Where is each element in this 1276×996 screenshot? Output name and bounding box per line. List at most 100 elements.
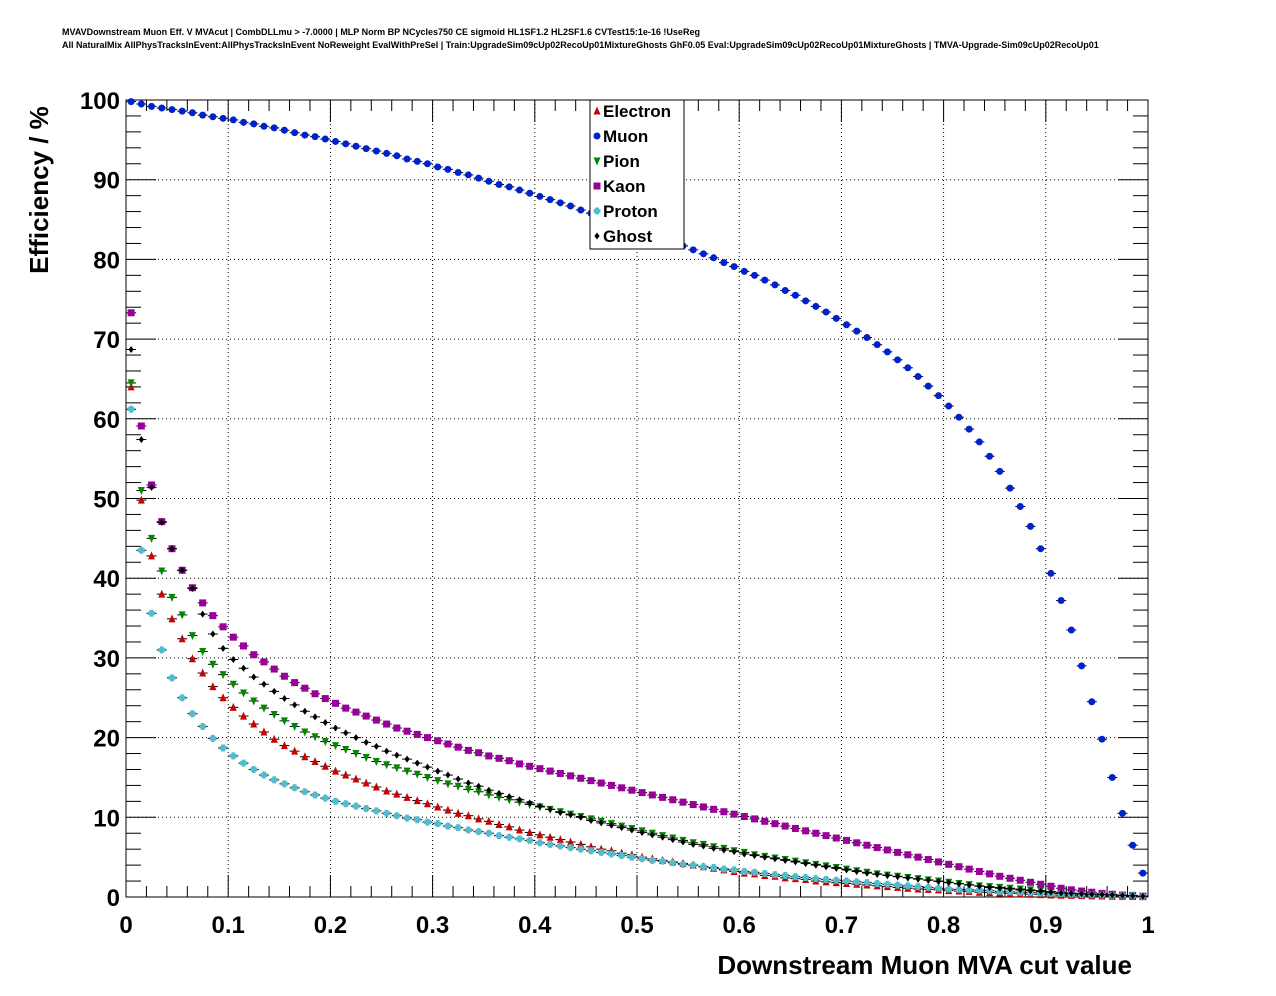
data-point-electron: [332, 766, 340, 775]
data-point-muon: [280, 126, 288, 134]
data-point-ghost: [240, 664, 247, 672]
y-tick-label: 40: [93, 566, 120, 593]
data-point-proton: [914, 883, 922, 891]
data-point-electron: [393, 789, 401, 798]
y-tick-label: 20: [93, 726, 120, 753]
data-point-ghost: [690, 840, 696, 848]
data-point-kaon: [1047, 882, 1055, 890]
data-point-kaon: [280, 672, 288, 680]
data-point-kaon: [383, 720, 391, 728]
data-point-proton: [423, 818, 431, 826]
data-point-muon: [791, 291, 799, 299]
data-point-electron: [536, 830, 544, 839]
data-point-kaon: [526, 762, 534, 770]
data-point-muon: [1006, 484, 1014, 492]
data-point-kaon: [853, 839, 861, 847]
data-point-proton: [689, 861, 697, 869]
data-point-kaon: [975, 867, 983, 875]
data-point-kaon: [332, 699, 340, 707]
legend-label-ghost: Ghost: [603, 227, 652, 246]
data-point-ghost: [179, 566, 185, 574]
data-point-kaon: [219, 623, 227, 631]
data-point-pion: [219, 671, 227, 680]
data-point-kaon: [720, 808, 728, 816]
data-point-muon: [924, 382, 932, 390]
data-point-pion: [434, 777, 442, 786]
data-point-muon: [301, 131, 309, 139]
data-point-muon: [1108, 773, 1116, 781]
data-point-muon: [526, 189, 534, 197]
data-point-ghost: [516, 796, 523, 804]
data-point-proton: [168, 674, 176, 682]
data-point-kaon: [311, 690, 319, 698]
data-point-ghost: [588, 816, 594, 824]
data-point-ghost: [251, 673, 257, 681]
header-line-2: All NaturalMix AllPhysTracksInEvent:AllP…: [62, 40, 1099, 50]
data-point-proton: [505, 833, 513, 841]
data-point-ghost: [496, 789, 502, 797]
legend-marker-muon: [593, 132, 601, 140]
legend-marker-electron: [593, 106, 601, 115]
data-point-muon: [403, 155, 411, 163]
data-point-kaon: [209, 612, 217, 620]
data-point-proton: [965, 886, 973, 894]
data-point-ghost: [598, 819, 604, 827]
data-point-pion: [495, 793, 503, 802]
data-point-kaon: [894, 848, 902, 856]
data-point-ghost: [1058, 889, 1064, 897]
data-point-ghost: [1130, 892, 1136, 900]
data-point-electron: [311, 757, 319, 766]
data-point-ghost: [843, 866, 850, 874]
y-tick-label: 80: [93, 247, 120, 274]
data-point-ghost: [915, 875, 921, 883]
legend: Electron Muon Pion Kaon Proton Ghost: [589, 99, 685, 250]
legend-label-kaon: Kaon: [603, 177, 646, 196]
data-point-muon: [955, 413, 963, 421]
data-point-kaon: [199, 599, 207, 607]
legend-label-electron: Electron: [603, 102, 671, 121]
data-point-kaon: [536, 765, 544, 773]
data-point-pion: [423, 773, 431, 782]
data-point-ghost: [445, 771, 451, 779]
legend-box: [589, 99, 685, 250]
data-point-pion: [393, 764, 401, 773]
y-axis-label: Efficiency / %: [24, 106, 54, 274]
data-point-proton: [577, 845, 585, 853]
data-point-ghost: [1089, 890, 1095, 898]
data-point-kaon: [515, 760, 523, 768]
data-point-pion: [178, 611, 186, 620]
x-tick-label: 0.6: [723, 912, 756, 939]
data-point-muon: [1047, 569, 1055, 577]
data-point-muon: [873, 341, 881, 349]
data-point-proton: [710, 864, 718, 872]
data-point-kaon: [372, 716, 380, 724]
data-point-proton: [812, 875, 820, 883]
data-point-kaon: [607, 781, 615, 789]
data-point-ghost: [506, 793, 512, 801]
data-point-proton: [934, 884, 942, 892]
y-tick-label: 100: [80, 88, 120, 115]
data-series: [126, 98, 1148, 901]
data-point-kaon: [485, 752, 493, 760]
data-point-muon: [720, 259, 728, 267]
figure-header: MVAVDownstream Muon Eff. V MVAcut | Comb…: [62, 26, 1262, 52]
data-point-proton: [434, 820, 442, 828]
data-point-ghost: [138, 436, 144, 444]
data-point-ghost: [547, 805, 553, 813]
data-point-kaon: [730, 810, 738, 818]
data-point-kaon: [659, 793, 667, 801]
data-point-electron: [362, 778, 370, 787]
data-point-ghost: [200, 610, 206, 618]
data-point-kaon: [464, 746, 472, 754]
data-point-pion: [127, 379, 135, 388]
data-point-ghost: [874, 870, 880, 878]
data-point-ghost: [578, 813, 584, 821]
data-point-proton: [280, 780, 288, 788]
data-point-muon: [423, 160, 431, 168]
x-tick-label: 0.4: [518, 912, 552, 939]
data-point-proton: [311, 791, 319, 799]
data-point-ghost: [1027, 887, 1034, 895]
data-point-muon: [495, 180, 503, 188]
data-point-ghost: [762, 853, 768, 861]
data-point-proton: [464, 826, 472, 834]
